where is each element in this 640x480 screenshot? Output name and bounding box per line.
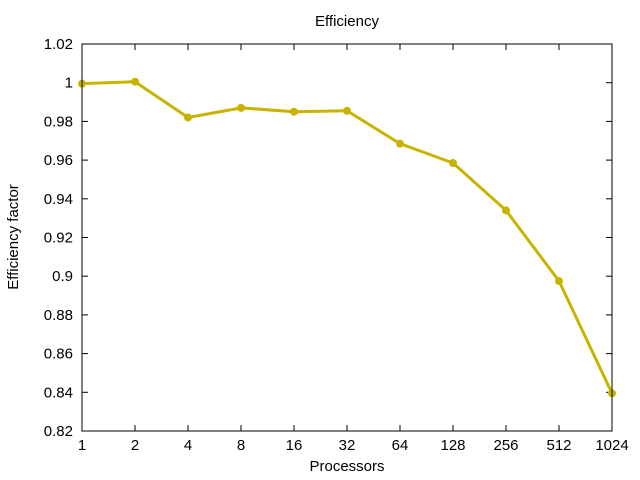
y-tick-label: 0.92 [44,230,73,247]
data-point [555,277,563,286]
y-tick-label: 0.9 [52,268,73,285]
y-tick-label: 0.94 [44,191,73,208]
data-point [396,139,404,148]
y-tick-label: 0.84 [44,384,73,401]
y-tick-label: 1 [65,75,73,92]
x-tick-label: 4 [184,437,192,454]
y-tick-label: 1.02 [44,36,73,53]
x-tick-label: 512 [546,437,571,454]
series-line [81,80,614,394]
x-tick-label: 8 [237,437,245,454]
chart-title: Efficiency [315,13,379,30]
x-axis-label: Processors [309,458,384,475]
x-tick-label: 16 [286,437,303,454]
data-point [131,77,139,86]
x-tick-label: 32 [339,437,356,454]
data-point [343,106,351,115]
x-tick-label: 1024 [595,437,628,454]
plot-frame [81,43,613,432]
x-tick-label: 64 [392,437,409,454]
x-tick-label: 128 [440,437,465,454]
y-tick-label: 0.96 [44,152,73,169]
y-tick-label: 0.88 [44,307,73,324]
y-tick-label: 0.82 [44,423,73,440]
data-point [290,107,298,116]
x-tick-label: 2 [131,437,139,454]
y-axis-label: Efficiency factor [5,184,22,290]
y-tick-label: 0.86 [44,346,73,363]
x-tick-label: 1 [78,437,86,454]
data-point [237,103,245,112]
x-tick-label: 256 [493,437,518,454]
data-point [449,159,457,168]
data-point [502,206,510,215]
data-point [184,113,192,122]
y-tick-label: 0.98 [44,113,73,130]
